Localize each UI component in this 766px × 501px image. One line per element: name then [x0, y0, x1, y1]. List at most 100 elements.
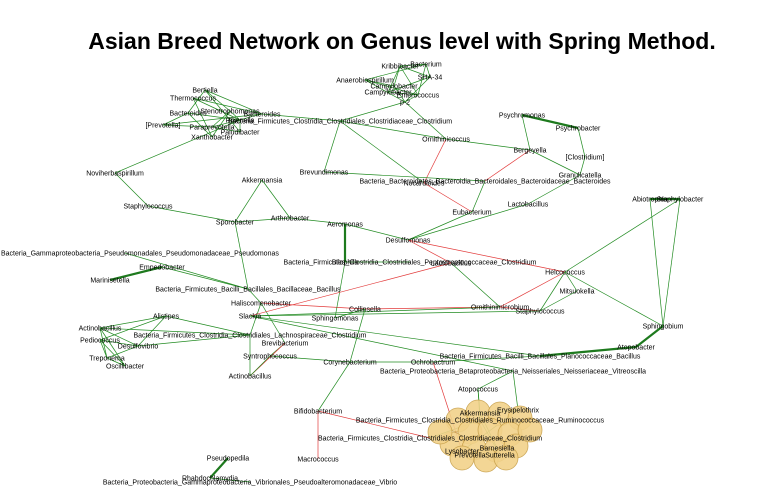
node-label: Nocardioides — [404, 181, 445, 188]
network-edge — [521, 113, 579, 130]
network-edge — [260, 302, 286, 344]
network-edge — [404, 76, 431, 103]
network-edge — [404, 94, 419, 103]
node-label: Actinobacillus — [79, 326, 122, 333]
network-edge — [499, 271, 566, 308]
network-edge — [407, 211, 473, 241]
network-edge — [564, 198, 681, 273]
node-label: Empedobacter — [139, 265, 185, 272]
node-label: Kribbibacter — [381, 64, 419, 71]
node-label: Enterococcus — [397, 93, 440, 100]
network-edge — [187, 112, 241, 121]
node-label: Bacteria_Firmicutes_Clostridia_Clostridi… — [284, 260, 537, 267]
node-label: Bacteria_Firmicutes_Bacilli_Bacillales_P… — [440, 354, 641, 361]
node-label: Arthrobacter — [271, 216, 310, 223]
cluster-node-circle — [517, 417, 543, 443]
network-edge — [364, 63, 427, 81]
node-label: [Prevotella] — [145, 123, 180, 130]
network-edge — [334, 261, 346, 319]
network-edge — [106, 345, 139, 359]
node-label: Campylobacter — [364, 90, 412, 97]
network-edge — [247, 288, 262, 304]
network-edge — [539, 290, 578, 312]
network-edge — [399, 63, 427, 67]
network-edge — [162, 112, 189, 126]
network-edge — [404, 101, 447, 140]
network-edge — [137, 334, 251, 347]
network-edge — [334, 308, 366, 319]
node-label: Sphingomonas — [312, 316, 359, 323]
node-label: Bergeyella — [513, 148, 546, 155]
network-edge — [539, 271, 566, 312]
network-edge — [165, 315, 251, 336]
network-edge — [187, 112, 213, 138]
network-edge — [204, 89, 263, 115]
network-edge — [317, 410, 431, 439]
network-edge — [249, 262, 452, 317]
network-edge — [261, 113, 341, 122]
node-label: Xanthobacter — [191, 135, 233, 142]
node-label: Staphylobacter — [657, 197, 704, 204]
node-label: [Clostridium] — [566, 155, 605, 162]
network-edge — [344, 223, 409, 241]
network-edge — [249, 315, 541, 357]
network-edge — [450, 262, 501, 308]
network-edge — [423, 138, 447, 184]
network-edge — [249, 310, 541, 317]
network-edge — [399, 65, 419, 96]
node-label: Collinsella — [349, 307, 381, 314]
network-edge — [187, 89, 206, 114]
node-label: Psychrobacter — [556, 126, 601, 133]
network-edge — [124, 252, 249, 290]
node-label: Desulfovibrio — [118, 344, 159, 351]
network-edge — [192, 97, 263, 115]
network-edge — [387, 65, 401, 93]
network-edge — [234, 179, 263, 223]
network-edge — [161, 266, 249, 290]
network-edge — [539, 345, 637, 358]
network-edge — [484, 149, 531, 182]
network-edge — [564, 271, 578, 292]
network-edge — [499, 306, 541, 312]
network-edge — [445, 138, 531, 151]
node-label: Aeromonas — [327, 222, 363, 229]
network-edge — [432, 355, 541, 363]
network-edge — [393, 65, 401, 87]
network-edge — [649, 198, 664, 327]
network-edge — [323, 120, 341, 173]
network-edge — [211, 110, 231, 138]
network-edge — [109, 265, 163, 282]
network-edge — [99, 315, 167, 329]
network-edge — [147, 205, 236, 223]
node-label: Paludibacter — [221, 130, 261, 137]
node-label: Slackia — [239, 314, 262, 321]
node-label: Actinobacillus — [229, 374, 272, 381]
node-label: Marinisetella — [90, 278, 129, 285]
edge-layer — [99, 63, 681, 483]
network-edge — [234, 217, 291, 223]
node-label: Mitsuokella — [559, 289, 594, 296]
node-label: Rikenella — [226, 118, 255, 125]
node-label: Bilophila — [332, 260, 359, 267]
node-label: Treponema — [89, 356, 125, 363]
node-label: Eubacterium — [452, 210, 491, 217]
network-edge — [529, 149, 581, 176]
network-edge — [99, 339, 108, 359]
network-edge — [260, 302, 366, 310]
node-label: p-2 — [400, 100, 410, 107]
network-edge — [423, 182, 473, 213]
network-edge — [99, 327, 126, 367]
network-edge — [407, 239, 452, 264]
network-edge — [162, 124, 213, 128]
node-label: Bacterium — [410, 62, 442, 69]
node-label: Alistipes — [153, 314, 180, 321]
network-edge — [577, 127, 586, 158]
network-edge — [393, 85, 406, 103]
node-label: Bifidobacterium — [294, 409, 342, 416]
network-edge — [364, 79, 406, 103]
node-label: Lactobacillus — [508, 202, 549, 209]
node-label: Atopococcus — [458, 387, 499, 394]
network-edge — [192, 97, 241, 121]
node-label: Brevundimonas — [300, 170, 349, 177]
